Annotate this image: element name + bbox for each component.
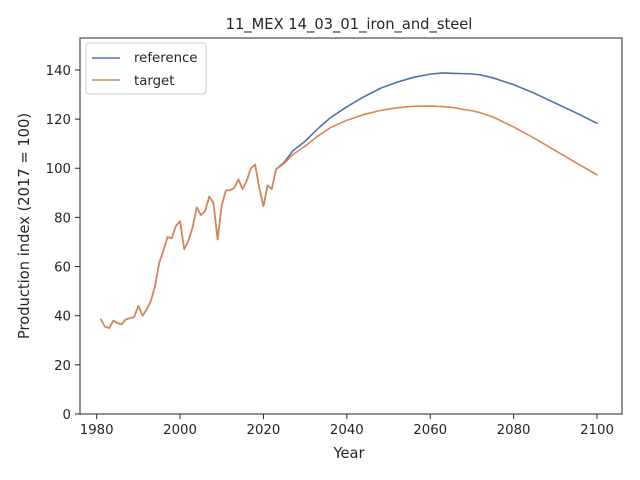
y-tick-label: 40 — [54, 310, 71, 325]
x-tick-label: 2000 — [163, 423, 197, 438]
legend-label-target: target — [134, 74, 174, 89]
legend: reference target — [85, 42, 207, 95]
y-tick-label: 100 — [46, 162, 71, 177]
x-tick-label: 2100 — [580, 423, 614, 438]
x-tick-label: 2080 — [497, 423, 531, 438]
series-layer — [100, 72, 598, 329]
y-tick-label: 60 — [54, 261, 71, 276]
legend-label-reference: reference — [134, 51, 198, 66]
legend-box — [85, 42, 207, 95]
y-axis-label: Production index (2017 = 100) — [16, 113, 33, 339]
y-tick-label: 140 — [46, 64, 71, 79]
plot-frame — [79, 37, 623, 415]
y-tick-label: 80 — [54, 211, 71, 226]
x-axis-label: Year — [332, 445, 365, 462]
x-tick-label: 2040 — [330, 423, 364, 438]
x-tick-label: 1980 — [80, 423, 114, 438]
x-axis: 1980 2000 2020 2040 2060 2080 2100 — [80, 414, 614, 438]
x-tick-label: 2020 — [247, 423, 281, 438]
y-axis: 0 20 40 60 80 100 120 140 — [46, 64, 80, 423]
series-line-target — [100, 105, 598, 329]
y-tick-label: 0 — [63, 408, 71, 423]
y-tick-label: 120 — [46, 113, 71, 128]
plot-area — [79, 37, 623, 415]
x-tick-label: 2060 — [413, 423, 447, 438]
chart-title: 11_MEX 14_03_01_iron_and_steel — [226, 16, 473, 33]
y-tick-label: 20 — [54, 359, 71, 374]
